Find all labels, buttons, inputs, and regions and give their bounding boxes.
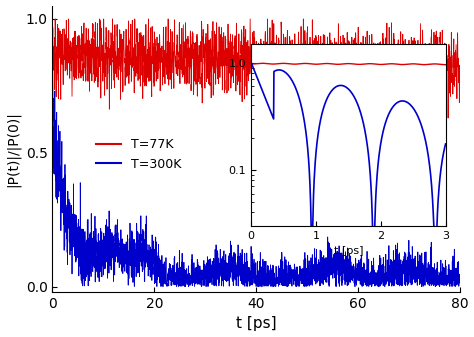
T=300K — [224, 261, 229, 265]
Y-axis label: |P(t)|/|P(0)|: |P(t)|/|P(0)| — [6, 111, 20, 187]
X-axis label: t [ps]: t [ps] — [334, 246, 363, 256]
X-axis label: t [ps]: t [ps] — [236, 316, 276, 332]
T=77K — [224, 50, 229, 54]
T=300K — [449, 268, 455, 272]
T=77K — [445, 116, 451, 120]
Line: T=300K: T=300K — [53, 19, 460, 287]
T=77K — [120, 37, 126, 41]
T=77K — [206, 82, 211, 86]
T=77K — [96, 49, 102, 53]
T=300K — [160, 285, 166, 289]
Line: T=77K: T=77K — [53, 19, 460, 118]
T=300K — [457, 273, 463, 277]
Legend: T=77K, T=300K: T=77K, T=300K — [91, 133, 187, 176]
T=300K — [96, 247, 102, 251]
T=300K — [206, 260, 211, 264]
T=300K — [405, 272, 411, 276]
T=300K — [50, 17, 55, 21]
T=77K — [405, 57, 411, 61]
T=77K — [457, 64, 463, 68]
T=300K — [120, 261, 126, 265]
T=77K — [50, 36, 55, 40]
T=77K — [449, 81, 455, 85]
T=77K — [52, 17, 58, 21]
